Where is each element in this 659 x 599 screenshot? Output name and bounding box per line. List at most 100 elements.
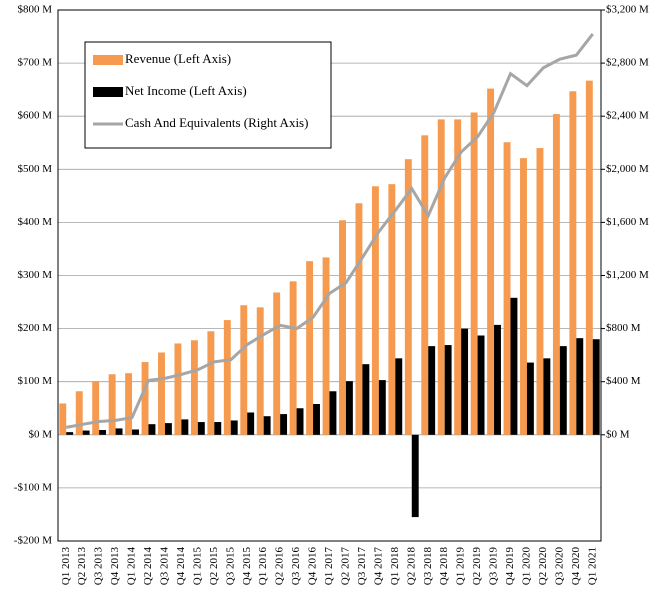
x-tick-label: Q1 2020 <box>520 547 532 586</box>
bar <box>444 345 452 435</box>
y2-tick-label: $0 M <box>606 428 630 440</box>
bar <box>75 391 83 435</box>
y-tick-label: $800 M <box>17 4 52 16</box>
y-tick-label: $600 M <box>17 110 52 122</box>
plot-border <box>57 9 602 542</box>
bar <box>164 423 172 435</box>
bar <box>306 261 314 435</box>
bar <box>371 186 379 435</box>
line <box>65 32 594 429</box>
y2-tick-label: $2,400 M <box>606 110 649 122</box>
bar <box>494 324 501 435</box>
bar <box>263 416 271 435</box>
bar <box>92 381 100 435</box>
x-tick-label: Q3 2018 <box>422 547 434 586</box>
bar <box>247 412 255 435</box>
bar <box>404 159 412 435</box>
bar <box>345 381 353 435</box>
x-tick-label: Q1 2013 <box>60 547 72 586</box>
bar <box>280 414 288 435</box>
bar <box>82 430 90 435</box>
bar <box>256 307 264 435</box>
y-tick-label: $200 M <box>17 322 52 334</box>
bar <box>125 373 133 435</box>
bar <box>181 419 189 435</box>
bar <box>207 331 215 435</box>
bar <box>411 434 419 518</box>
x-tick-label: Q2 2016 <box>274 547 286 586</box>
legend-label: Revenue (Left Axis) <box>125 51 231 66</box>
bar <box>322 257 330 435</box>
bar <box>313 404 320 435</box>
x-tick-label: Q1 2017 <box>323 547 335 586</box>
bar <box>296 408 304 435</box>
bar <box>543 358 551 435</box>
bar <box>526 362 534 435</box>
y-tick-label: -$100 M <box>14 481 52 493</box>
x-tick-label: Q2 2019 <box>471 547 483 586</box>
bar <box>214 422 222 435</box>
x-tick-label: Q4 2017 <box>372 547 384 586</box>
bar <box>230 420 238 435</box>
legend-label: Net Income (Left Axis) <box>125 83 247 98</box>
x-tick-label: Q4 2020 <box>570 547 582 586</box>
x-tick-label: Q2 2017 <box>339 547 351 586</box>
x-tick-label: Q1 2016 <box>257 547 269 586</box>
bar <box>470 112 478 435</box>
bar <box>552 114 560 435</box>
x-tick-label: Q4 2018 <box>438 547 450 586</box>
bar <box>59 403 67 435</box>
y-tick-label: $0 M <box>28 428 52 440</box>
bar <box>329 391 337 435</box>
y2-tick-label: $1,200 M <box>606 269 649 281</box>
x-tick-label: Q3 2017 <box>356 547 368 586</box>
bar <box>487 88 495 435</box>
x-tick-label: Q4 2013 <box>109 547 121 586</box>
bar <box>388 184 396 435</box>
legend-box <box>84 41 332 149</box>
legend-swatch <box>93 55 123 65</box>
y2-tick-label: $1,600 M <box>606 216 649 228</box>
bar <box>428 346 436 435</box>
x-tick-label: Q2 2015 <box>208 547 220 586</box>
x-tick-label: Q1 2019 <box>455 547 467 586</box>
y2-tick-label: $400 M <box>606 375 641 387</box>
bar <box>141 362 149 435</box>
x-tick-label: Q4 2019 <box>504 547 516 586</box>
x-tick-label: Q3 2015 <box>224 547 236 586</box>
x-tick-label: Q1 2021 <box>586 547 598 585</box>
bar <box>197 422 205 435</box>
bar <box>461 328 469 435</box>
bar <box>437 119 445 435</box>
bar <box>66 432 74 435</box>
bar <box>503 142 511 435</box>
x-tick-label: Q4 2016 <box>307 547 319 586</box>
y-tick-label: -$200 M <box>14 535 52 547</box>
y-tick-label: $100 M <box>17 375 52 387</box>
bar <box>510 297 518 435</box>
y-tick-label: $700 M <box>17 57 52 69</box>
x-tick-label: Q4 2014 <box>175 547 187 586</box>
bar <box>223 320 231 435</box>
bar <box>289 281 297 435</box>
bar <box>99 430 107 435</box>
bar <box>559 346 567 435</box>
x-tick-label: Q1 2018 <box>389 547 401 586</box>
bar <box>355 203 363 435</box>
x-tick-label: Q2 2013 <box>76 547 88 586</box>
x-tick-label: Q3 2020 <box>553 547 565 586</box>
x-tick-label: Q2 2018 <box>405 547 417 586</box>
bar <box>569 91 577 435</box>
y2-tick-label: $800 M <box>606 322 641 334</box>
y2-tick-label: $2,800 M <box>606 57 649 69</box>
bar <box>421 135 429 435</box>
legend: Revenue (Left Axis) Net Income (Left Axis… <box>84 41 332 149</box>
x-tick-label: Q1 2015 <box>191 547 203 586</box>
bar <box>536 148 544 435</box>
bar <box>339 220 346 435</box>
bar <box>240 305 248 435</box>
bar <box>378 380 386 435</box>
bar <box>115 428 123 435</box>
x-tick-label: Q2 2014 <box>142 547 154 586</box>
